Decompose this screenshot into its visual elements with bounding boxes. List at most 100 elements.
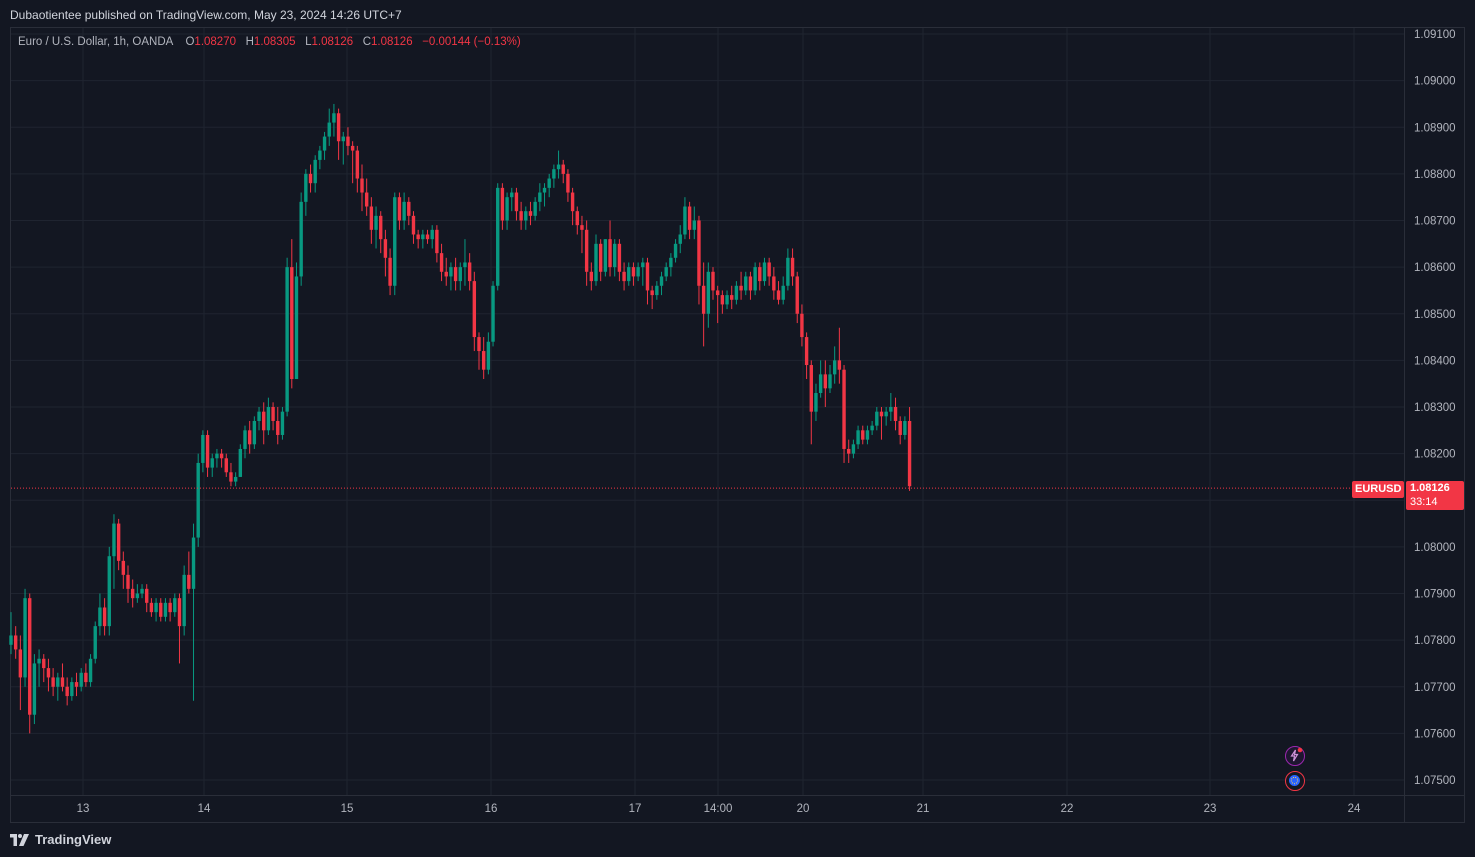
candle-body xyxy=(252,420,257,445)
candle xyxy=(818,360,823,398)
candle-body xyxy=(786,257,790,286)
candle xyxy=(510,187,514,212)
candle-body xyxy=(865,430,870,440)
candle-body xyxy=(262,411,266,431)
candle-body xyxy=(903,420,907,435)
candle xyxy=(664,262,668,282)
candle-body xyxy=(725,295,729,305)
chart-frame[interactable] xyxy=(10,27,1465,823)
candle xyxy=(46,658,51,692)
candle-body xyxy=(70,682,74,697)
candle-body xyxy=(510,192,514,198)
candle-body xyxy=(243,430,247,449)
candle xyxy=(467,253,472,291)
candle-body xyxy=(893,407,898,421)
candle xyxy=(687,201,692,240)
candle-body xyxy=(266,407,271,431)
candle-body xyxy=(290,267,294,380)
candle xyxy=(159,598,163,622)
candle-body xyxy=(800,313,804,338)
candle xyxy=(187,551,191,594)
price-tick-label: 1.08400 xyxy=(1414,355,1456,367)
candle xyxy=(154,598,158,622)
candle-body xyxy=(84,672,88,683)
candle xyxy=(701,262,706,347)
candle-body xyxy=(346,136,350,146)
candle-body xyxy=(706,271,711,314)
candle xyxy=(416,229,420,249)
earth-icon[interactable] xyxy=(1285,771,1305,791)
candle-body xyxy=(229,472,233,482)
candle xyxy=(271,402,275,431)
candle-body xyxy=(360,178,364,193)
candle-body xyxy=(776,290,781,300)
candle-body xyxy=(210,458,214,468)
candle-body xyxy=(875,411,879,426)
candle-body xyxy=(402,201,406,221)
candle xyxy=(631,262,636,286)
price-tick-label: 1.08500 xyxy=(1414,309,1456,321)
candle-body xyxy=(177,598,182,627)
candle xyxy=(884,407,888,426)
candle xyxy=(397,192,402,230)
candle-body xyxy=(542,187,547,193)
candle-body xyxy=(276,420,280,435)
time-tick-label: 24 xyxy=(1348,803,1361,815)
price-tick-label: 1.08200 xyxy=(1414,449,1456,461)
candle-body xyxy=(617,243,622,272)
candle xyxy=(346,127,350,156)
candle-body xyxy=(79,672,83,687)
candle-body xyxy=(734,285,739,300)
candle xyxy=(552,164,556,188)
candle xyxy=(407,197,411,226)
time-axis[interactable]: 13 14 15 16 17 14:00 20 21 22 23 24 xyxy=(11,795,1465,816)
candle xyxy=(210,453,214,477)
candle xyxy=(580,215,584,254)
time-tick-label: 15 xyxy=(341,803,354,815)
candle-body xyxy=(589,271,594,282)
candle-body xyxy=(538,192,542,202)
price-axis[interactable]: 1.07500 1.07600 1.07700 1.07800 1.07900 1.080… xyxy=(1404,28,1456,823)
candle xyxy=(336,108,341,160)
close-label: C xyxy=(362,36,372,48)
candle xyxy=(636,262,640,282)
candle xyxy=(341,131,345,165)
candle xyxy=(832,346,837,384)
candle-body xyxy=(28,598,32,715)
candle xyxy=(641,257,645,286)
candle xyxy=(762,257,767,286)
candle xyxy=(294,262,299,380)
time-tick-label: 14:00 xyxy=(704,803,733,815)
bar-countdown: 33:14 xyxy=(1410,496,1438,508)
candle xyxy=(93,621,97,664)
candle xyxy=(781,276,785,305)
candle-body xyxy=(37,658,41,664)
candle-body xyxy=(233,476,238,482)
candle xyxy=(42,654,46,683)
candle xyxy=(229,462,233,487)
candle-body xyxy=(407,201,411,216)
symbol-name: Euro / U.S. Dollar, 1h, OANDA xyxy=(18,36,173,48)
candlestick-chart[interactable]: 1.07500 1.07600 1.07700 1.07800 1.07900 1.080… xyxy=(0,0,1475,823)
candle xyxy=(37,649,41,687)
candle-body xyxy=(496,187,500,286)
candle xyxy=(589,262,594,291)
candle-body xyxy=(98,607,102,627)
tradingview-logo[interactable]: TradingView xyxy=(10,832,111,847)
candle-body xyxy=(692,220,696,230)
candle xyxy=(304,169,308,216)
grid-layer xyxy=(11,28,1404,795)
candle-body xyxy=(182,574,186,627)
candle xyxy=(608,220,612,277)
candle-body xyxy=(280,411,285,435)
candle-body xyxy=(715,290,720,296)
bottom-bar xyxy=(0,823,1475,857)
candle xyxy=(280,407,285,440)
candle xyxy=(538,183,542,212)
candle xyxy=(56,672,60,701)
open-value: 1.08270 xyxy=(194,36,236,48)
candle xyxy=(477,332,481,370)
candle-body xyxy=(659,276,664,286)
flash-icon[interactable] xyxy=(1285,746,1305,766)
candle xyxy=(130,579,135,608)
